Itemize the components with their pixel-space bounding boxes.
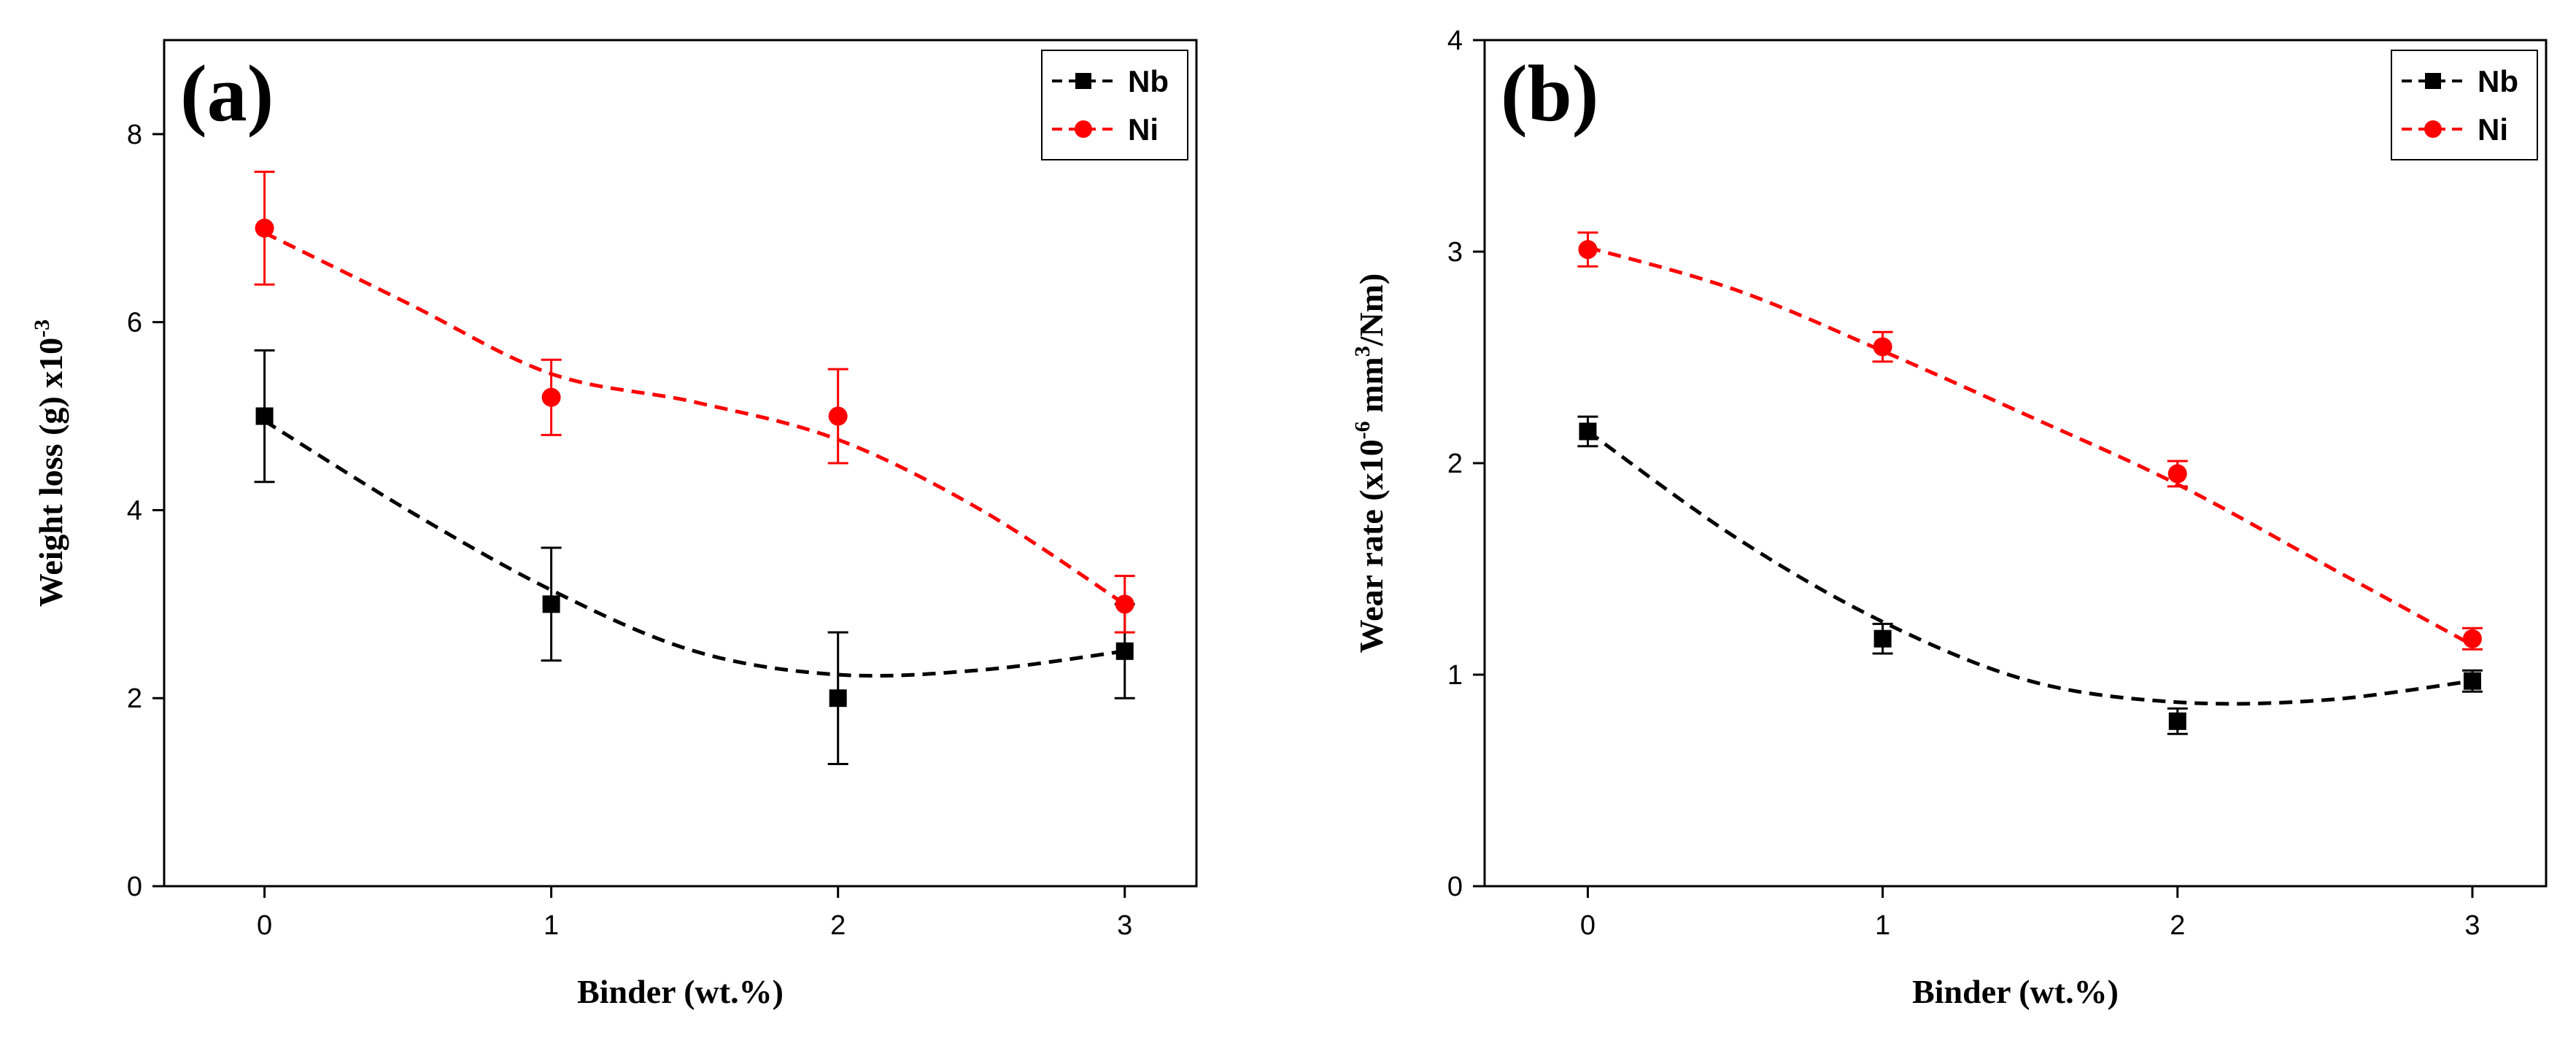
panel-a-chart: 0 1 2 3 0 2 4 6 8 (a) Binder (wt.%) Weight loss … <box>30 39 1198 1010</box>
data-point-ni-b <box>1873 337 1892 357</box>
data-point-nb-a <box>542 595 560 613</box>
y-tick-label-a: 6 <box>127 308 142 338</box>
data-point-nb-b <box>2463 672 2481 690</box>
data-point-ni-b <box>2167 464 2187 484</box>
trend-line-nb-a <box>263 419 1126 678</box>
data-point-ni-a <box>255 218 274 238</box>
data-point-ni-a <box>1115 594 1134 614</box>
panel-b-chart: 0 1 2 3 0 1 2 3 4 (b) Binder (wt.%) Wear rate (x… <box>1350 26 2548 1010</box>
y-tick-label-b: 3 <box>1447 237 1463 268</box>
legend-label-nb-b: Nb <box>2478 64 2518 98</box>
legend-marker-ni-a <box>1075 120 1092 138</box>
x-tick-label-a: 1 <box>544 910 559 941</box>
y-tick-label-a: 0 <box>127 872 142 902</box>
y-axis-title-b-sup: -6 <box>1350 421 1374 439</box>
x-tick-label-b: 0 <box>1580 910 1596 941</box>
legend-box-b <box>2391 50 2538 160</box>
y-axis-title-b-sup2: 3 <box>1350 346 1374 357</box>
y-tick-label-a: 2 <box>127 683 142 714</box>
x-tick-label-b: 1 <box>1875 910 1890 941</box>
legend-label-ni-b: Ni <box>2478 112 2508 147</box>
legend-marker-nb-b <box>2425 73 2441 89</box>
plot-frame-a <box>163 39 1198 888</box>
x-axis-title-a: Binder (wt.%) <box>577 973 784 1010</box>
data-point-ni-b <box>1578 240 1598 260</box>
legend-a: Nb Ni <box>1041 50 1188 160</box>
x-tick-label-b: 2 <box>2170 910 2185 941</box>
y-tick-label-b: 2 <box>1447 449 1463 479</box>
y-axis-title-b-end: /Nm) <box>1353 274 1390 347</box>
y-axis-title-b-mid: mm <box>1353 357 1390 421</box>
legend-marker-ni-b <box>2424 120 2442 138</box>
x-axis-title-b: Binder (wt.%) <box>1912 973 2119 1010</box>
x-tick-label-b: 3 <box>2464 910 2480 941</box>
data-point-ni-a <box>828 406 848 426</box>
y-axis-title-a-main: Weight loss (g) x10 <box>32 338 69 607</box>
y-tick-label-b: 1 <box>1447 660 1463 691</box>
data-point-nb-b <box>1579 422 1597 441</box>
x-tick-label-a: 3 <box>1117 910 1132 941</box>
trend-line-nb-b <box>1587 430 2473 706</box>
panel-label-a: (a) <box>180 49 274 138</box>
y-axis-title-b: Wear rate (x10-6 mm3/Nm) <box>1350 274 1390 654</box>
x-tick-label-a: 0 <box>257 910 272 941</box>
y-tick-label-b: 4 <box>1447 26 1463 56</box>
plot-frame-b <box>1483 39 2548 888</box>
data-point-nb-a <box>829 689 847 707</box>
y-axis-title-b-main: Wear rate (x10 <box>1353 439 1390 653</box>
y-axis-title-a-sup: -3 <box>30 319 54 338</box>
legend-b: Nb Ni <box>2391 50 2538 160</box>
y-tick-label-a: 4 <box>127 495 142 526</box>
legend-label-ni-a: Ni <box>1128 112 1159 147</box>
data-point-nb-a <box>255 407 274 425</box>
data-point-ni-a <box>541 387 561 407</box>
trend-line-ni-a <box>263 230 1126 606</box>
y-tick-label-b: 0 <box>1447 872 1463 902</box>
legend-label-nb-a: Nb <box>1128 64 1169 98</box>
y-axis-title-a: Weight loss (g) x10-3 <box>30 319 69 607</box>
legend-box-a <box>1041 50 1188 160</box>
legend-marker-nb-a <box>1075 73 1091 89</box>
data-point-nb-b <box>2168 712 2186 730</box>
panel-label-b: (b) <box>1501 49 1598 138</box>
x-tick-label-a: 2 <box>830 910 846 941</box>
trend-line-ni-b <box>1587 245 2474 647</box>
y-tick-label-a: 8 <box>127 120 142 150</box>
data-point-ni-b <box>2462 629 2482 648</box>
data-point-nb-b <box>1873 629 1892 648</box>
data-point-nb-a <box>1115 642 1134 660</box>
